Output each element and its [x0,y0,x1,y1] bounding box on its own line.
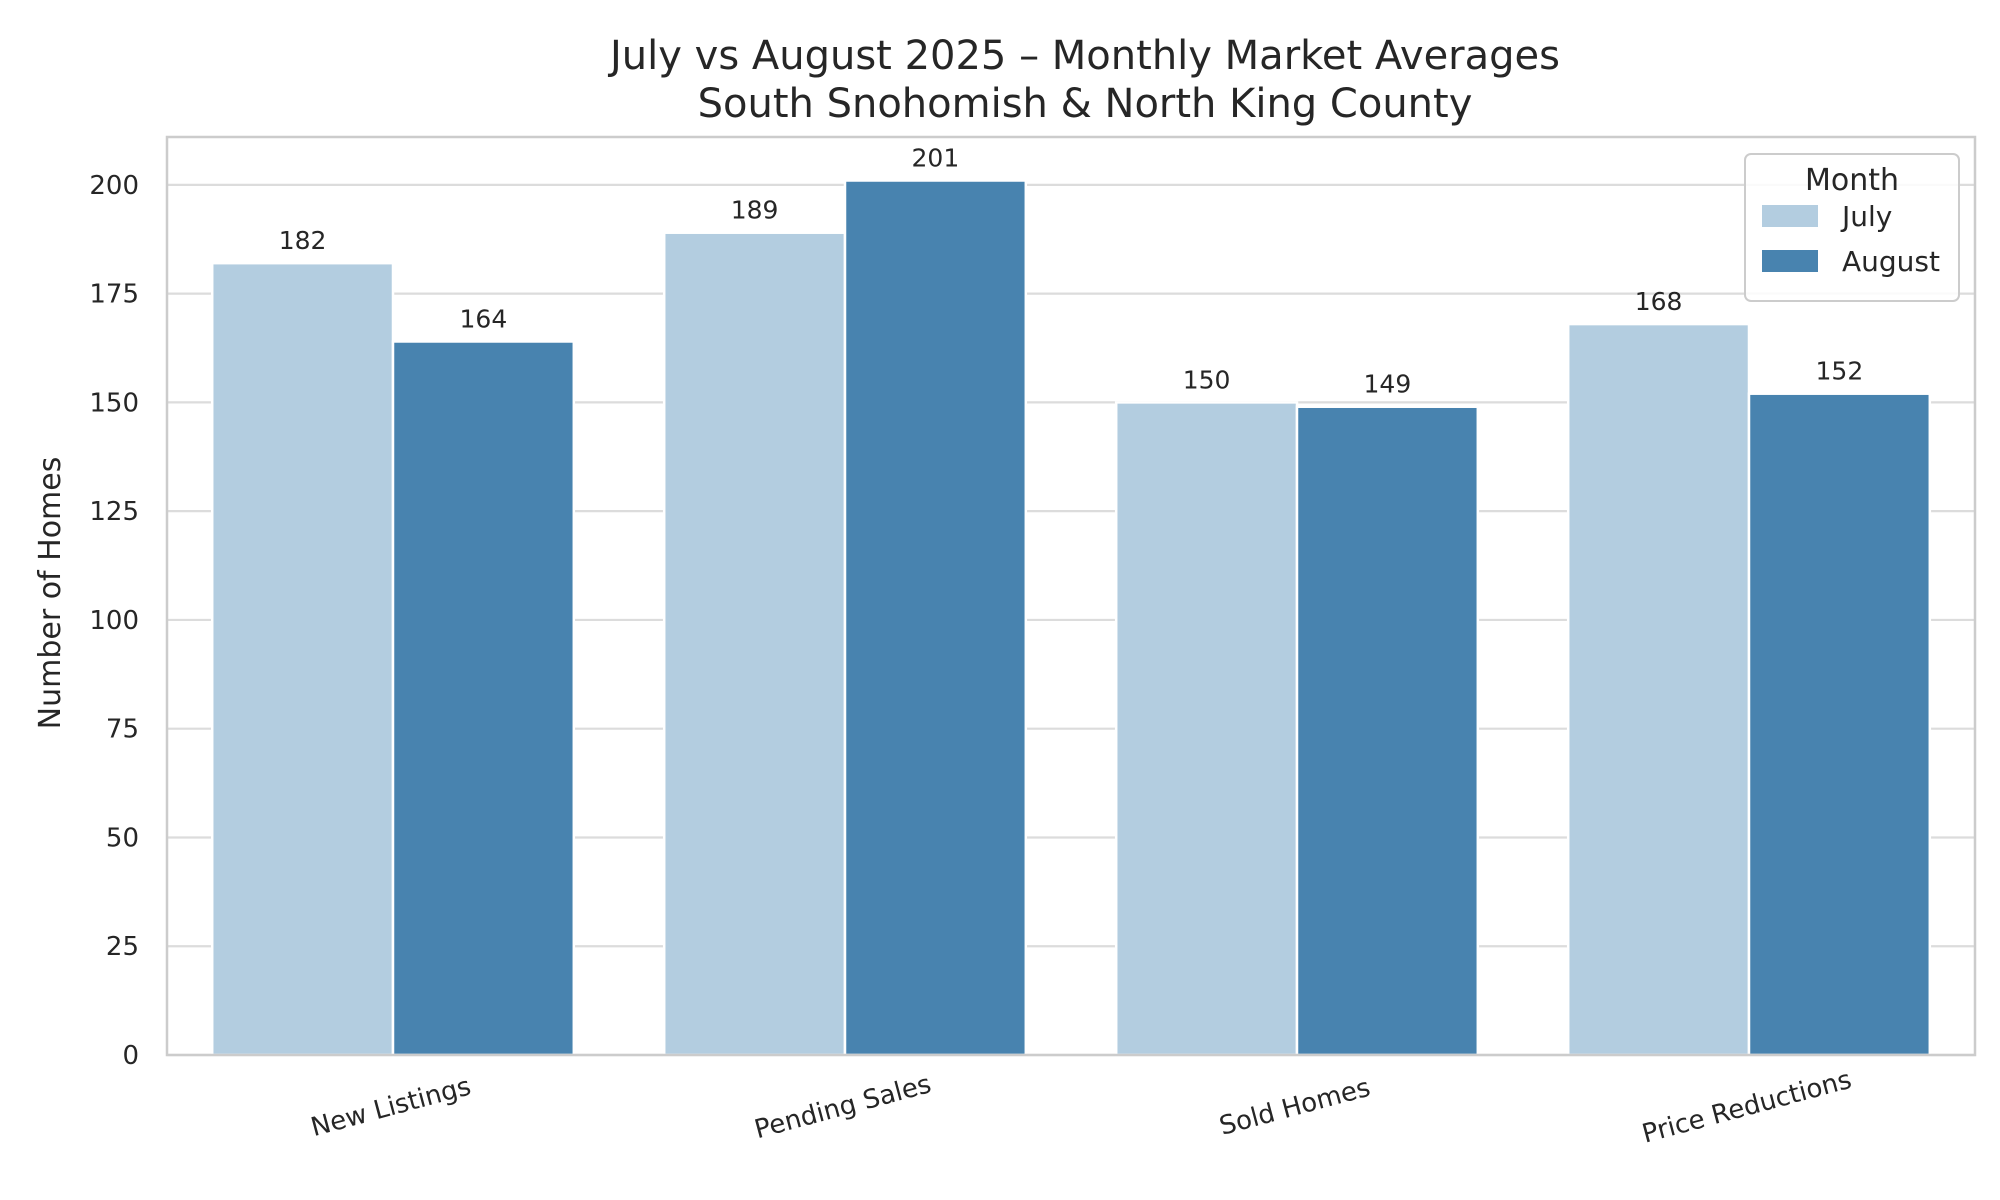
bar-july-price-reductions [1566,322,1751,1057]
legend-entries: July August [1762,200,1940,278]
bar-july-new-listings [210,261,395,1057]
x-tick-label: Pending Sales [751,1069,934,1145]
data-label: 201 [912,144,960,173]
legend-label-august: August [1842,245,1940,278]
y-axis-label: Number of Homes [33,457,68,730]
chart-title: July vs August 2025 – Monthly Market Ave… [607,33,1560,79]
legend: Month July August [1744,153,1960,302]
y-tick-label: 175 [89,280,139,310]
x-tick-label: Price Reductions [1639,1065,1855,1150]
data-labels: 182 164 189 201 150 149 168 152 [279,144,1864,399]
y-tick-label: 50 [106,823,139,853]
legend-title: Month [1805,163,1899,198]
bar-august-sold-homes [1295,405,1480,1057]
bar-july-sold-homes [1114,401,1299,1057]
x-tick-label: New Listings [308,1072,474,1143]
data-label: 168 [1635,287,1683,316]
x-tick-labels: New Listings Pending Sales Sold Homes Price… [308,1065,1855,1150]
data-label: 189 [731,196,779,225]
y-tick-label: 200 [89,171,139,201]
legend-label-july: July [1840,200,1892,233]
bars [210,179,1932,1057]
bar-august-pending-sales [843,179,1028,1057]
y-tick-label: 0 [122,1041,139,1071]
y-tick-label: 25 [106,932,139,962]
y-tick-label: 100 [89,606,139,636]
legend-swatch-july [1762,205,1818,227]
data-label: 164 [460,304,508,333]
chart-subtitle: South Snohomish & North King County [698,81,1473,127]
data-label: 149 [1364,370,1412,399]
data-label: 152 [1816,357,1864,386]
legend-swatch-august [1762,250,1818,272]
bar-july-pending-sales [662,231,847,1057]
x-tick-label: Sold Homes [1216,1073,1373,1142]
data-label: 182 [279,226,327,255]
plot-frame [165,135,1977,1057]
y-tick-labels: 0 25 50 75 100 125 150 175 200 [89,171,139,1071]
bar-august-price-reductions [1747,392,1932,1057]
bar-august-new-listings [391,340,576,1057]
y-tick-label: 125 [89,497,139,527]
data-label: 150 [1183,365,1231,394]
y-tick-label: 150 [89,388,139,418]
y-tick-label: 75 [106,715,139,745]
